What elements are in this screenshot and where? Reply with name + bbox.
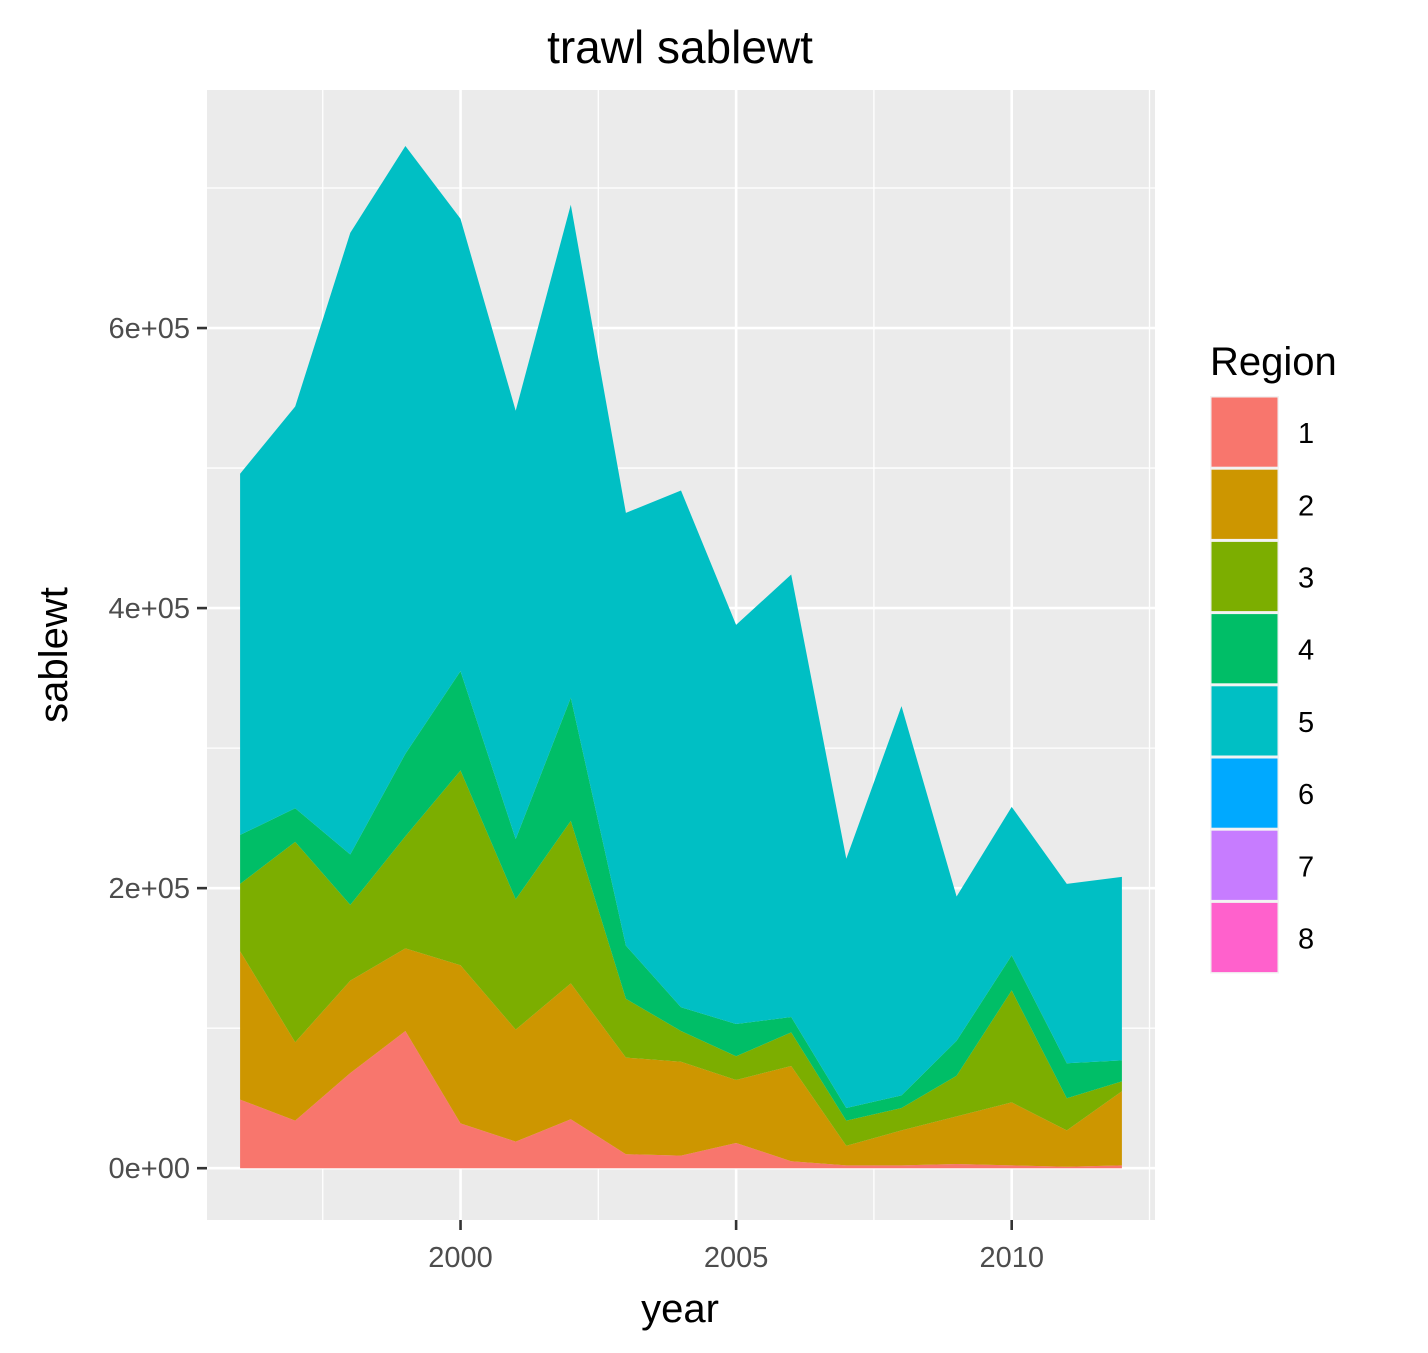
y-tick-label: 2e+05 — [109, 873, 190, 905]
legend-key-swatch — [1211, 686, 1278, 756]
y-tick-label: 4e+05 — [109, 593, 190, 625]
y-tick-label: 6e+05 — [109, 313, 190, 345]
legend-key-swatch — [1211, 397, 1278, 467]
area-region-4 — [240, 671, 1122, 1121]
legend-label: 8 — [1298, 924, 1314, 956]
area-region-5 — [240, 146, 1122, 1108]
x-axis: 2000 2005 2010 — [428, 1220, 1044, 1274]
y-tick-label: 0e+00 — [109, 1153, 190, 1185]
legend-title: Region — [1210, 340, 1337, 384]
legend-label: 4 — [1298, 635, 1314, 667]
legend-label: 2 — [1298, 490, 1314, 522]
chart-title: trawl sablewt — [547, 21, 813, 73]
legend-key-swatch — [1211, 614, 1278, 684]
x-axis-title: year — [641, 1287, 719, 1331]
legend-key-swatch — [1211, 758, 1278, 828]
x-tick-label: 2010 — [979, 1242, 1044, 1274]
area-region-2 — [240, 948, 1122, 1167]
legend: Region 1 2 3 4 5 6 7 8 — [1210, 340, 1337, 974]
legend-label: 7 — [1298, 851, 1314, 883]
legend-label: 1 — [1298, 418, 1314, 450]
y-axis-title: sablewt — [32, 587, 76, 723]
legend-label: 5 — [1298, 707, 1314, 739]
y-axis: 0e+00 2e+05 4e+05 6e+05 — [109, 313, 207, 1185]
legend-key-swatch — [1211, 469, 1278, 539]
legend-label: 3 — [1298, 563, 1314, 595]
stacked-areas — [240, 146, 1122, 1169]
legend-label: 6 — [1298, 779, 1314, 811]
legend-key-swatch — [1211, 541, 1278, 612]
area-region-1 — [240, 1031, 1122, 1169]
legend-key-swatch — [1211, 830, 1278, 900]
area-region-3 — [240, 770, 1122, 1146]
legend-key-swatch — [1211, 902, 1278, 973]
x-tick-label: 2005 — [704, 1242, 769, 1274]
x-tick-label: 2000 — [428, 1242, 493, 1274]
